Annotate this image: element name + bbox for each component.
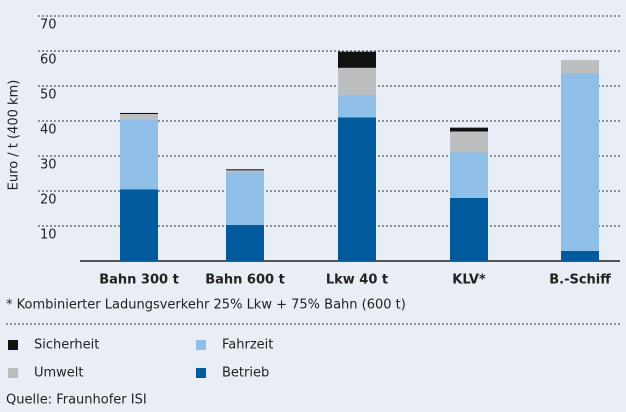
bar-segment xyxy=(338,51,376,68)
y-tick-label: 70 xyxy=(40,18,57,33)
bar-segment xyxy=(338,117,376,261)
legend-label: Sicherheit xyxy=(34,338,99,353)
bar-segment xyxy=(450,127,488,132)
x-tick-label: Bahn 300 t xyxy=(99,273,179,288)
y-tick-label: 60 xyxy=(40,53,57,68)
legend-swatch xyxy=(8,368,18,378)
y-tick-label: 10 xyxy=(40,228,57,243)
y-tick-label: 50 xyxy=(40,88,57,103)
x-tick-label: Bahn 600 t xyxy=(205,273,285,288)
source: Quelle: Fraunhofer ISI xyxy=(6,393,147,408)
x-tick-label: KLV* xyxy=(452,273,486,288)
y-tick-label: 20 xyxy=(40,193,57,208)
legend-swatch xyxy=(8,340,18,350)
legend-swatch xyxy=(196,340,206,350)
bar-segment xyxy=(561,250,599,261)
legend-label: Umwelt xyxy=(34,366,84,381)
y-axis-label: Euro / t (400 km) xyxy=(7,80,22,191)
legend-swatch xyxy=(196,368,206,378)
bar-segment xyxy=(120,189,158,261)
bar-segment xyxy=(120,114,158,120)
bar-segment xyxy=(226,224,264,261)
y-tick-label: 30 xyxy=(40,158,57,173)
x-tick-label: Lkw 40 t xyxy=(326,273,388,288)
bar-segment xyxy=(120,119,158,190)
x-tick-label: B.-Schiff xyxy=(549,273,611,288)
bar-segment xyxy=(450,198,488,261)
bar-segment xyxy=(450,152,488,198)
bar-segment xyxy=(338,67,376,95)
bar-segment xyxy=(226,169,264,171)
bar-segment xyxy=(338,94,376,118)
legend-label: Fahrzeit xyxy=(222,338,273,353)
bar-segment xyxy=(226,172,264,225)
legend-label: Betrieb xyxy=(222,366,269,381)
bar-segment xyxy=(561,60,599,74)
bar-segment xyxy=(120,112,158,114)
bar-segment xyxy=(226,170,264,173)
bar-segment xyxy=(450,131,488,153)
bar-segment xyxy=(561,73,599,251)
y-tick-label: 40 xyxy=(40,123,57,138)
footnote: * Kombinierter Ladungsverkehr 25% Lkw + … xyxy=(6,298,406,313)
